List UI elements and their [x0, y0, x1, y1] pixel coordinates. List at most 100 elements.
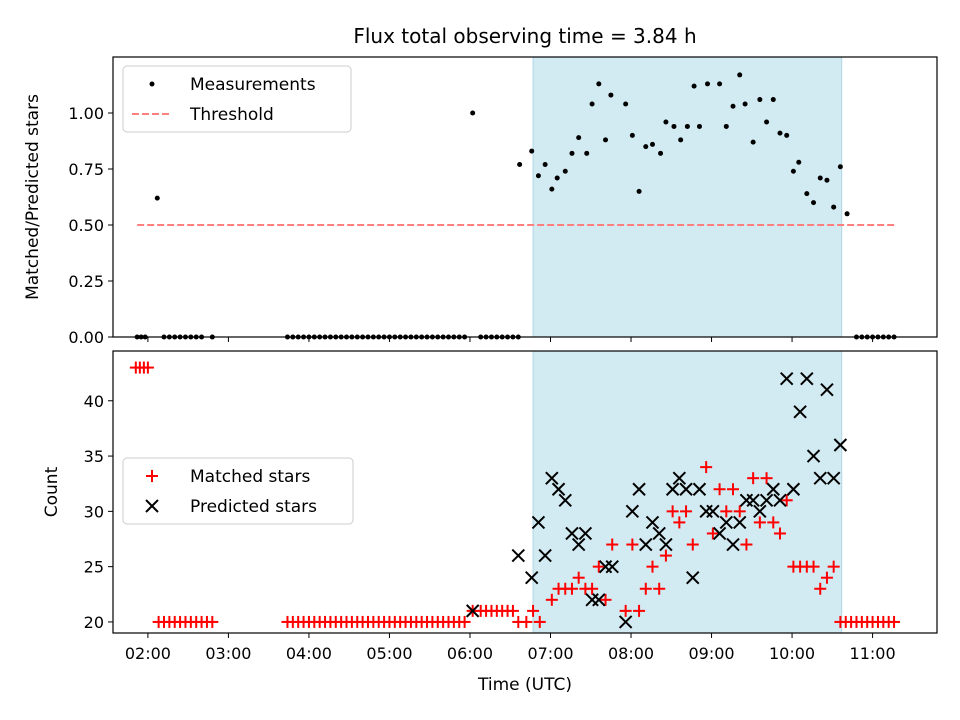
measurement-point: [636, 188, 642, 194]
top-legend: Measurements Threshold: [122, 65, 352, 133]
measurement-point: [535, 173, 541, 179]
y-tick-label: 0.75: [68, 160, 104, 179]
measurement-point: [723, 123, 729, 129]
measurement-point: [663, 119, 669, 125]
legend-measurements-marker: [149, 81, 155, 87]
measurement-point: [757, 97, 763, 103]
predicted-star-stroke: [672, 471, 687, 485]
matched-star-point: [646, 560, 659, 573]
bottom-legend-frame: [122, 457, 354, 525]
predicted-star-point: [538, 548, 552, 563]
matched-star-point: [666, 505, 679, 518]
predicted-star-stroke: [712, 526, 727, 541]
measurement-point: [576, 135, 582, 141]
predicted-star-stroke: [820, 382, 834, 397]
measurement-point: [154, 195, 160, 201]
matched-star-point: [720, 505, 733, 518]
matched-star-point: [713, 483, 726, 496]
x-tick-label: 08:00: [608, 644, 654, 663]
measurement-point: [790, 168, 796, 174]
predicted-star-point: [545, 471, 559, 485]
predicted-star-stroke: [639, 537, 653, 552]
bottom-axes: 02:00 03:00 04:00 05:00 06:00 07:00 08:00 09:00…: [42, 350, 938, 695]
x-tick-label: 04:00: [286, 644, 332, 663]
predicted-star-stroke: [706, 504, 720, 519]
measurement-point: [649, 141, 655, 147]
predicted-star-stroke: [592, 593, 606, 607]
bottom-ticks-layer: 02:00 03:00 04:00 05:00 06:00 07:00 08:00 09:00…: [84, 392, 896, 663]
measurement-point: [671, 123, 677, 129]
predicted-star-stroke: [558, 493, 572, 508]
predicted-star-point: [525, 570, 539, 585]
predicted-star-stroke: [692, 482, 707, 496]
measurement-point: [643, 144, 649, 150]
shaded-interval: [532, 56, 843, 338]
measurement-point: [811, 200, 817, 206]
matched-star-point: [814, 582, 827, 595]
matched-star-point: [141, 361, 154, 374]
matched-star-point: [626, 538, 639, 551]
matched-star-point: [619, 604, 632, 617]
predicted-star-point: [605, 559, 619, 574]
predicted-star-point: [779, 371, 794, 386]
predicted-star-point: [645, 515, 660, 530]
x-tick-label: 09:00: [688, 644, 734, 663]
predicted-star-stroke: [793, 405, 807, 419]
measurement-point: [562, 168, 568, 174]
legend-predicted-marker: [145, 499, 159, 513]
measurement-point: [730, 103, 736, 109]
predicted-star-stroke: [759, 493, 774, 508]
predicted-star-point: [766, 482, 780, 496]
predicted-star-stroke: [551, 482, 566, 496]
predicted-star-point: [578, 526, 593, 541]
predicted-star-stroke: [779, 371, 794, 386]
legend-matched-label: Matched stars: [190, 467, 310, 487]
measurement-point: [629, 132, 635, 138]
predicted-star-stroke: [833, 438, 848, 452]
matched-star-point: [760, 472, 773, 485]
matched-star-point: [773, 527, 786, 540]
predicted-star-point: [531, 515, 546, 530]
legend-matched-marker: [146, 470, 158, 482]
x-tick-label: 10:00: [769, 644, 815, 663]
y-tick-label: 0.25: [68, 272, 104, 291]
measurement-point: [837, 164, 843, 170]
bottom-y-axis-label: Count: [42, 466, 62, 517]
matched-star-point: [206, 615, 219, 628]
predicted-star-stroke: [813, 471, 827, 485]
predicted-star-stroke: [571, 537, 586, 552]
y-tick-label: 30: [84, 502, 104, 521]
predicted-star-stroke: [665, 482, 680, 496]
matched-star-point: [639, 582, 652, 595]
predicted-star-point: [746, 493, 760, 508]
predicted-star-point: [793, 405, 807, 419]
predicted-star-point: [813, 471, 827, 485]
measurement-point: [596, 81, 602, 87]
matched-star-point: [706, 527, 719, 540]
measurement-point: [517, 162, 523, 168]
predicted-star-stroke: [726, 537, 740, 552]
measurement-point: [691, 83, 697, 89]
y-tick-label: 0.00: [68, 328, 104, 347]
predicted-star-point: [551, 482, 566, 496]
matched-star-point: [527, 604, 540, 617]
top-shaded-interval-layer: [532, 56, 843, 338]
measurement-point: [777, 130, 783, 136]
matched-star-point: [767, 516, 780, 529]
predicted-star-stroke: [800, 371, 814, 386]
measurement-point: [844, 211, 850, 217]
matched-star-point: [747, 472, 760, 485]
predicted-star-stroke: [719, 515, 734, 530]
predicted-star-point: [592, 593, 606, 607]
matched-star-point: [545, 593, 558, 606]
top-y-axis-label: Matched/Predicted stars: [23, 94, 43, 300]
measurement-point: [796, 159, 802, 165]
bottom-marks-layer: [129, 361, 901, 629]
predicted-star-point: [652, 526, 666, 541]
matched-star-point: [565, 582, 578, 595]
predicted-star-point: [618, 615, 633, 629]
matched-star-point: [820, 571, 833, 584]
measurement-point: [717, 81, 723, 87]
measurement-point: [608, 92, 614, 98]
matched-star-point: [680, 505, 693, 518]
